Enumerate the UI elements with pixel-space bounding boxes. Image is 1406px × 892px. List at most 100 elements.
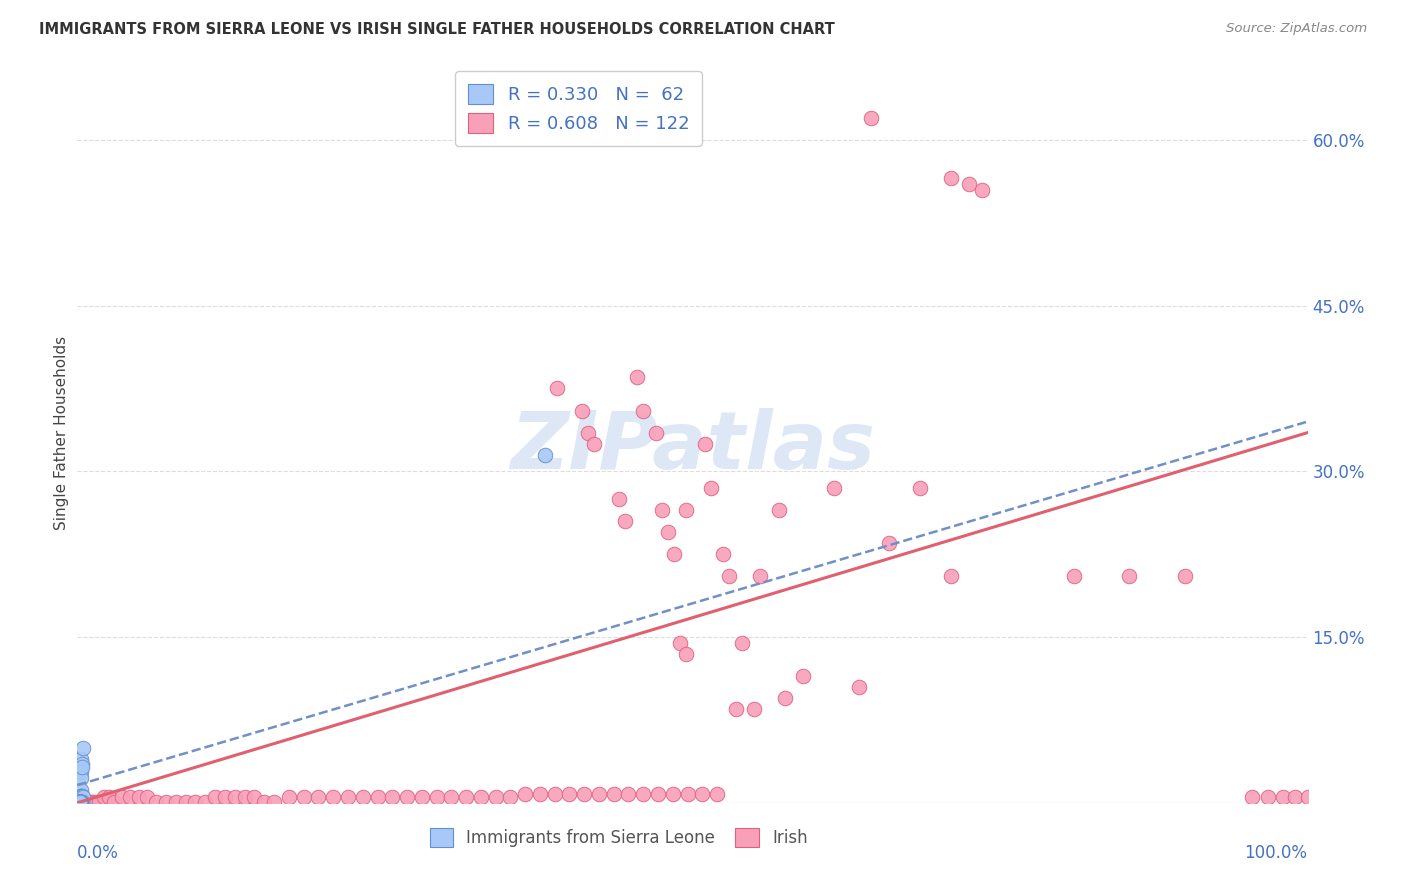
Point xyxy=(669,635,692,649)
Point xyxy=(773,690,796,705)
Point xyxy=(70,789,93,804)
Point xyxy=(70,795,93,809)
Point xyxy=(574,787,596,801)
Point xyxy=(70,790,93,805)
Point xyxy=(69,795,91,809)
Point xyxy=(128,790,150,805)
Point xyxy=(644,425,666,440)
Point xyxy=(79,795,101,809)
Point xyxy=(69,795,91,809)
Point xyxy=(70,751,93,765)
Point xyxy=(69,795,91,809)
Point xyxy=(72,790,94,805)
Point xyxy=(768,503,790,517)
Point xyxy=(908,481,931,495)
Point xyxy=(588,787,610,801)
Point xyxy=(69,795,91,809)
Point xyxy=(69,795,91,809)
Point xyxy=(366,790,388,805)
Point xyxy=(69,795,91,809)
Point xyxy=(75,795,97,809)
Point xyxy=(69,795,91,809)
Point xyxy=(499,790,522,805)
Point xyxy=(792,669,814,683)
Point xyxy=(292,790,315,805)
Point xyxy=(69,795,91,809)
Point xyxy=(69,795,91,809)
Point xyxy=(69,795,91,809)
Point xyxy=(69,795,91,809)
Point xyxy=(69,795,91,809)
Point xyxy=(651,503,673,517)
Point xyxy=(69,795,91,809)
Point xyxy=(381,790,404,805)
Point xyxy=(69,795,91,809)
Point xyxy=(534,448,557,462)
Point xyxy=(576,425,599,440)
Point xyxy=(69,795,91,809)
Point xyxy=(1257,790,1279,805)
Point xyxy=(69,795,91,809)
Point xyxy=(939,171,962,186)
Point xyxy=(70,789,93,804)
Point xyxy=(69,795,91,809)
Point xyxy=(70,795,93,809)
Point xyxy=(184,795,207,809)
Point xyxy=(69,795,91,809)
Point xyxy=(89,795,111,809)
Point xyxy=(98,790,121,805)
Point xyxy=(70,795,93,809)
Point xyxy=(69,795,91,809)
Point xyxy=(136,790,159,805)
Point xyxy=(263,795,285,809)
Point xyxy=(69,791,91,805)
Point xyxy=(69,795,91,809)
Point xyxy=(72,740,94,755)
Point xyxy=(70,772,93,786)
Point xyxy=(93,790,115,805)
Text: 0.0%: 0.0% xyxy=(77,844,120,862)
Point xyxy=(204,790,226,805)
Point xyxy=(69,795,91,809)
Point xyxy=(970,182,993,196)
Point xyxy=(69,795,91,809)
Point xyxy=(693,436,716,450)
Point xyxy=(662,547,685,561)
Point xyxy=(69,795,91,809)
Point xyxy=(69,795,91,809)
Point xyxy=(352,790,374,805)
Point xyxy=(633,403,655,417)
Point xyxy=(82,795,104,809)
Point xyxy=(69,794,91,808)
Point xyxy=(70,757,93,772)
Point xyxy=(396,790,419,805)
Point xyxy=(69,795,91,809)
Point xyxy=(103,795,125,809)
Point xyxy=(69,795,91,809)
Point xyxy=(224,790,246,805)
Point xyxy=(69,795,91,809)
Point xyxy=(70,760,93,774)
Point xyxy=(613,514,636,528)
Point xyxy=(676,787,699,801)
Point xyxy=(633,787,655,801)
Point xyxy=(456,790,478,805)
Point xyxy=(194,795,217,809)
Point xyxy=(69,795,91,809)
Point xyxy=(70,764,93,779)
Point xyxy=(69,795,91,809)
Text: Source: ZipAtlas.com: Source: ZipAtlas.com xyxy=(1226,22,1367,36)
Point xyxy=(70,789,93,804)
Point xyxy=(879,536,901,550)
Point xyxy=(69,795,91,809)
Point xyxy=(848,680,870,694)
Point xyxy=(69,795,91,809)
Point xyxy=(1063,569,1085,583)
Point xyxy=(1284,790,1306,805)
Point xyxy=(165,795,187,809)
Point xyxy=(515,787,537,801)
Text: ZIPatlas: ZIPatlas xyxy=(510,409,875,486)
Point xyxy=(69,795,91,809)
Point xyxy=(145,795,167,809)
Point xyxy=(69,795,91,809)
